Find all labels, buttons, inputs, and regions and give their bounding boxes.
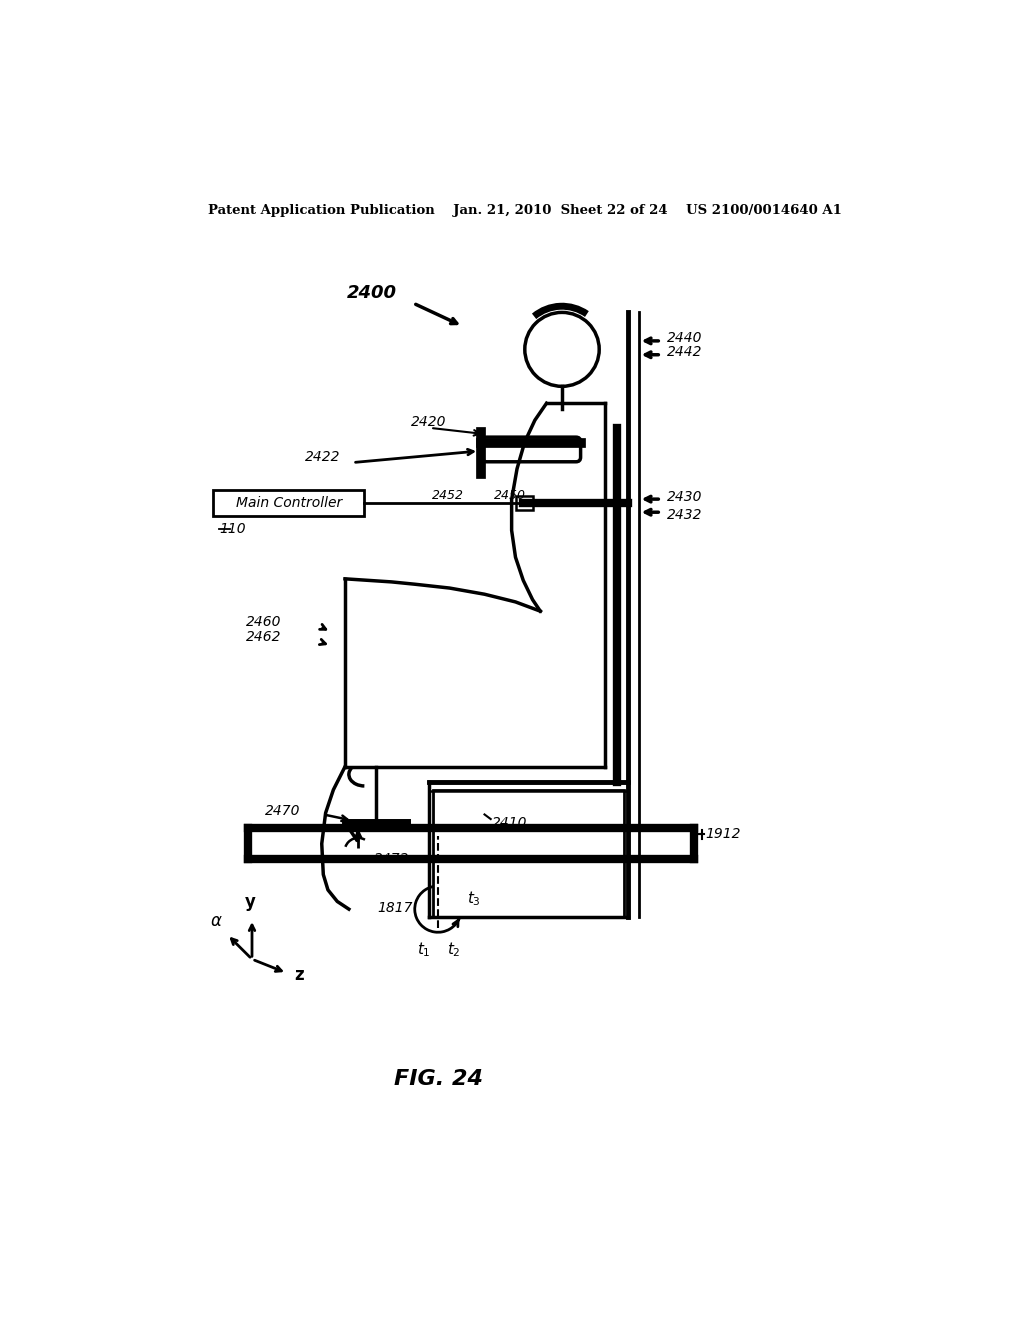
Text: $t_1$: $t_1$ <box>417 940 430 958</box>
Text: y: y <box>245 894 256 911</box>
Text: $\alpha$: $\alpha$ <box>210 912 222 929</box>
Text: FIG. 24: FIG. 24 <box>393 1069 482 1089</box>
Text: 2430: 2430 <box>667 490 702 504</box>
FancyBboxPatch shape <box>515 496 532 510</box>
Text: 2472: 2472 <box>374 853 410 866</box>
Text: Main Controller: Main Controller <box>236 496 342 510</box>
Text: 1912: 1912 <box>706 828 741 841</box>
Text: 2470: 2470 <box>264 804 300 818</box>
Text: 2450: 2450 <box>494 490 525 502</box>
Text: Patent Application Publication    Jan. 21, 2010  Sheet 22 of 24    US 2100/00146: Patent Application Publication Jan. 21, … <box>208 205 842 218</box>
Text: 2440: 2440 <box>667 331 702 345</box>
Text: 2462: 2462 <box>246 631 282 644</box>
Text: 2452: 2452 <box>431 490 464 502</box>
FancyBboxPatch shape <box>213 490 365 516</box>
Text: 2432: 2432 <box>667 507 702 521</box>
Text: 2400: 2400 <box>346 284 396 302</box>
Text: 2420: 2420 <box>411 414 446 429</box>
Text: z: z <box>294 966 303 983</box>
Text: 2410: 2410 <box>493 816 527 830</box>
FancyBboxPatch shape <box>432 789 624 917</box>
FancyBboxPatch shape <box>482 437 581 462</box>
Text: 1817: 1817 <box>378 900 413 915</box>
Text: 2460: 2460 <box>246 615 282 628</box>
Text: 2442: 2442 <box>667 346 702 359</box>
Text: 110: 110 <box>219 521 246 536</box>
Text: $t_3$: $t_3$ <box>467 890 481 908</box>
Text: 2422: 2422 <box>305 450 340 465</box>
Text: $t_2$: $t_2$ <box>447 940 461 958</box>
